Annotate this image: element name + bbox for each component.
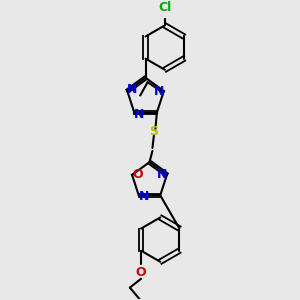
Text: N: N <box>139 190 149 203</box>
Text: O: O <box>136 266 146 279</box>
Text: N: N <box>134 107 144 121</box>
Text: N: N <box>156 168 167 181</box>
Text: O: O <box>132 168 143 181</box>
Text: S: S <box>149 125 158 138</box>
Text: N: N <box>154 85 165 98</box>
Text: Cl: Cl <box>158 1 171 13</box>
Text: N: N <box>127 83 137 96</box>
